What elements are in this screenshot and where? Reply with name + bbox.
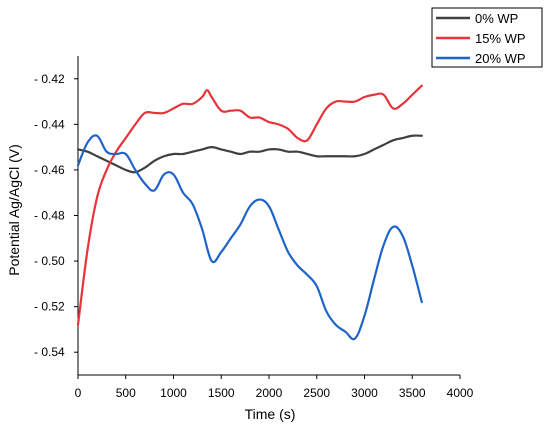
legend-label-0: 0% WP: [475, 11, 518, 26]
y-tick-label: - 0.50: [34, 254, 65, 268]
legend-label-1: 15% WP: [475, 31, 526, 46]
x-axis-title: Time (s): [245, 406, 296, 422]
y-tick-label: - 0.54: [34, 345, 65, 359]
y-tick-label: - 0.48: [34, 209, 65, 223]
series-lines: [76, 84, 423, 341]
x-tick-label: 500: [116, 386, 136, 400]
y-tick-label: - 0.52: [34, 300, 65, 314]
x-ticks: 0 500 1000 1500 2000 2500 3000 3500 4000: [75, 375, 474, 400]
y-tick-label: - 0.46: [34, 163, 65, 177]
legend: 0% WP 15% WP 20% WP: [431, 7, 543, 68]
series-line-2: [76, 134, 423, 341]
y-ticks: - 0.42 - 0.44 - 0.46 - 0.48 - 0.50 - 0.52 - 0.…: [34, 72, 78, 359]
y-tick-label: - 0.42: [34, 72, 65, 86]
x-tick-label: 3500: [399, 386, 426, 400]
y-tick-label: - 0.44: [34, 117, 65, 131]
series-line-1: [76, 84, 423, 326]
x-tick-label: 1500: [208, 386, 235, 400]
x-tick-label: 4000: [447, 386, 474, 400]
y-axis-title: Potential Ag/AgCl (V): [6, 144, 22, 276]
x-tick-label: 1000: [160, 386, 187, 400]
x-tick-label: 2500: [303, 386, 330, 400]
legend-label-2: 20% WP: [475, 51, 526, 66]
x-tick-label: 0: [75, 386, 82, 400]
x-tick-label: 3000: [351, 386, 378, 400]
series-line-0: [76, 134, 423, 174]
x-tick-label: 2000: [256, 386, 283, 400]
